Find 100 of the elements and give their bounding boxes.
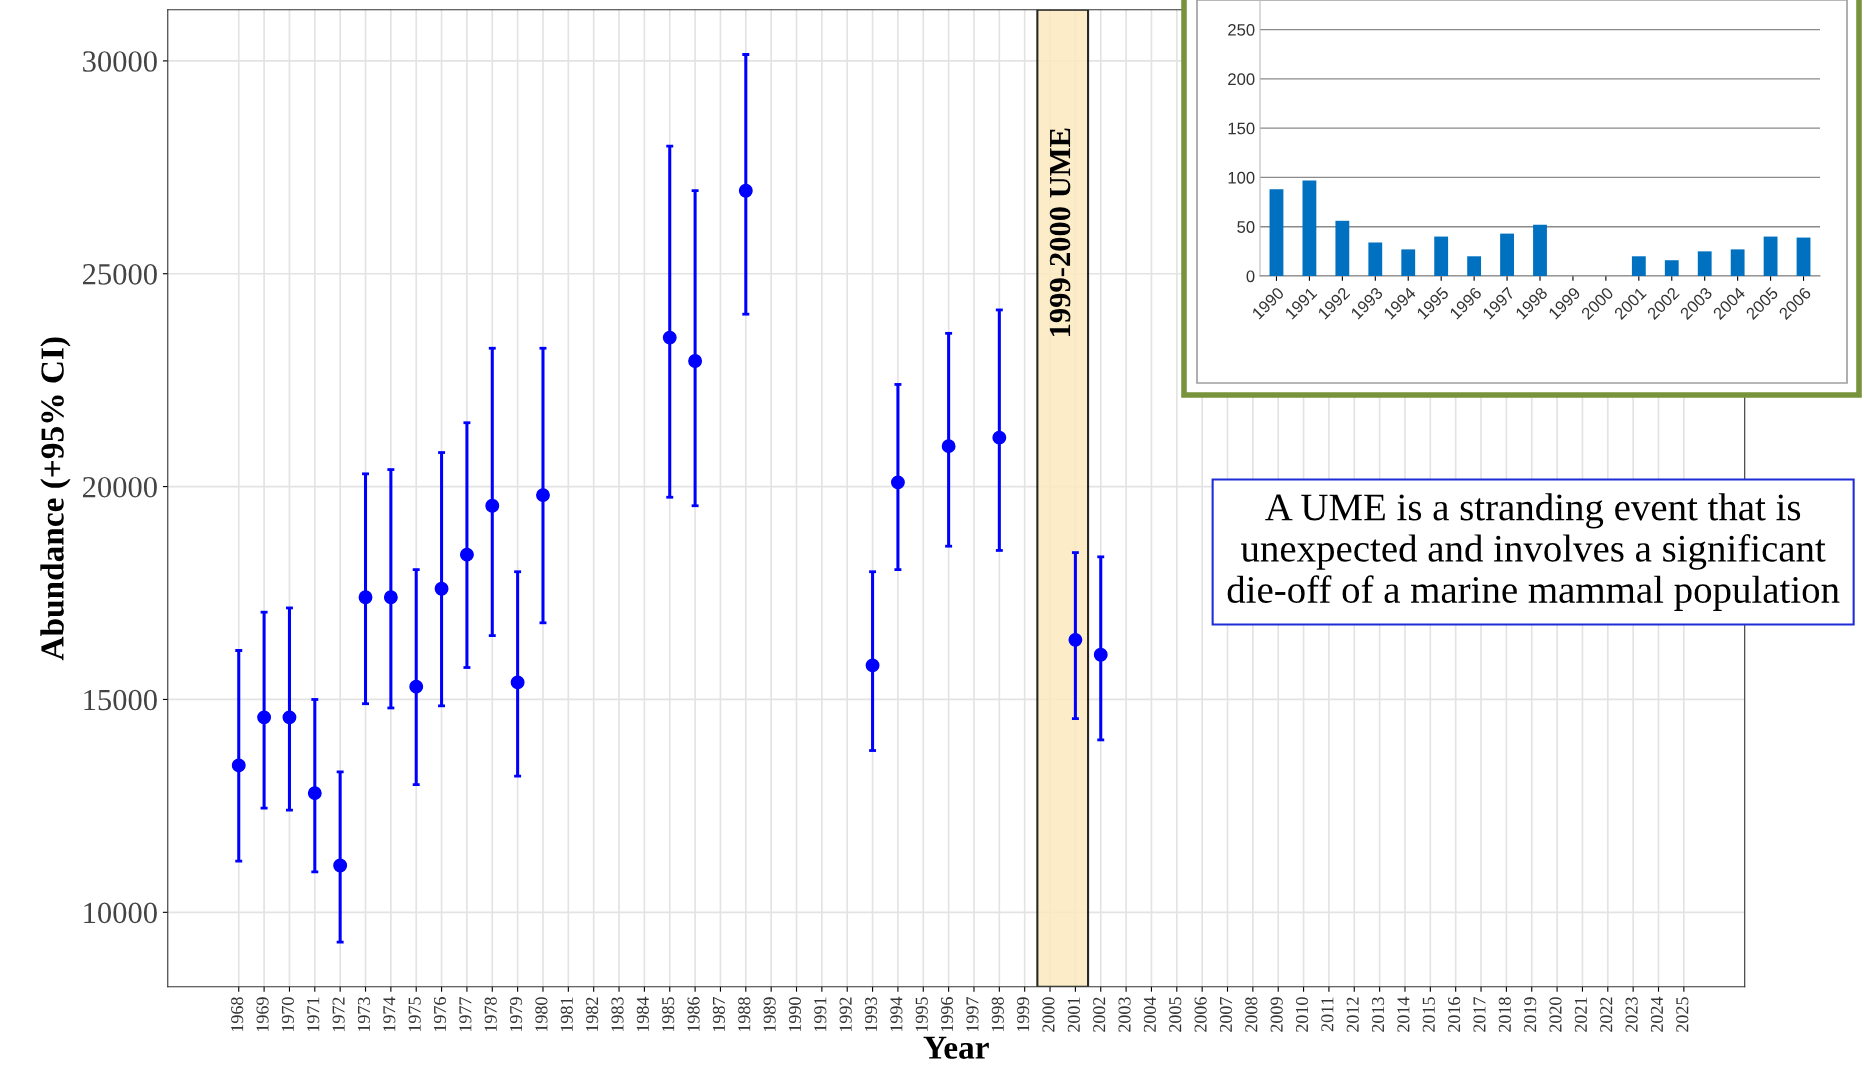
x-tick-label: 1984	[636, 996, 649, 1032]
x-tick-label: 2007	[1219, 997, 1233, 1032]
x-tick-label: 2021	[1574, 997, 1587, 1032]
point	[1068, 632, 1083, 647]
bar	[1500, 233, 1514, 276]
x-tick-label: 1982	[586, 997, 599, 1032]
point	[333, 858, 348, 873]
point	[738, 183, 753, 198]
point	[688, 354, 703, 368]
y-axis-title: Abundance (+95% CI)	[40, 337, 71, 661]
x-tick-label: 1969	[256, 997, 269, 1032]
x-tick-label: 1991	[814, 997, 827, 1032]
x-tick-label: 2016	[1448, 997, 1461, 1032]
point	[434, 581, 449, 596]
y-tick-label: 50	[1237, 221, 1255, 233]
bar	[1368, 242, 1383, 276]
x-tick-label: 2024	[1650, 996, 1664, 1032]
band-label: 1999-2000 UME	[1049, 128, 1071, 336]
x-tick-label: 2015	[1422, 997, 1435, 1032]
x-tick-label: 1983	[611, 997, 624, 1032]
x-tick-label: 1975	[408, 997, 421, 1032]
x-tick-label: 1978	[484, 997, 497, 1032]
point	[662, 330, 677, 345]
x-tick-label: 1996	[941, 997, 954, 1032]
x-tick-label: 1973	[357, 997, 371, 1032]
x-tick-label: 2017	[1473, 997, 1486, 1032]
y-tick-label: 100	[1228, 171, 1255, 184]
point	[865, 658, 880, 673]
x-tick-label: 1976	[433, 997, 447, 1032]
x-tick-label: 2019	[1524, 997, 1537, 1032]
x-tick-label: 2013	[1371, 997, 1385, 1032]
x-tick-label: 1993	[864, 997, 878, 1032]
point	[890, 475, 905, 490]
annotation: A UME is a stranding event that is unexpected and involves a significant die-off of a marine mammal population	[1227, 493, 1840, 611]
bar	[1533, 224, 1547, 276]
point	[536, 488, 550, 503]
x-tick-label: 1985	[662, 997, 675, 1032]
bar	[1796, 237, 1811, 276]
x-tick-label: 2003	[1118, 997, 1131, 1032]
bar	[1730, 249, 1745, 276]
x-tick-label: 2025	[1676, 997, 1689, 1032]
x-tick-label: 1995	[915, 997, 928, 1032]
x-tick-label: 2022	[1600, 997, 1613, 1032]
x-tick-label: 1971	[307, 997, 320, 1032]
y-tick-label: 150	[1228, 122, 1255, 135]
x-tick-label: 1977	[459, 997, 472, 1032]
bar	[1335, 220, 1350, 276]
x-tick-label: 1990	[788, 997, 802, 1032]
point	[992, 430, 1007, 445]
x-tick-label: 2008	[1245, 997, 1258, 1032]
x-tick-label: 1987	[712, 997, 725, 1032]
point	[1093, 647, 1108, 662]
point	[282, 710, 297, 725]
bar	[1302, 180, 1317, 276]
x-tick-label: 2009	[1270, 997, 1283, 1032]
x-tick-label: 2005	[1169, 997, 1182, 1032]
bar	[1467, 256, 1482, 276]
x-tick-label: 2006	[1194, 997, 1207, 1032]
x-tick-label: 2020	[1549, 997, 1562, 1032]
point	[257, 710, 272, 725]
x-tick-label: 1970	[281, 997, 294, 1032]
x-tick-label: 1972	[332, 997, 345, 1032]
point	[307, 786, 322, 801]
y-tick-label: 10000	[84, 902, 157, 924]
x-tick-label: 1997	[966, 997, 979, 1032]
point	[383, 590, 398, 605]
point	[231, 758, 246, 773]
x-axis-title: Year	[923, 1036, 989, 1059]
x-tick-label: 1980	[535, 997, 548, 1032]
x-tick-label: 1998	[991, 997, 1004, 1032]
x-tick-label: 2004	[1143, 996, 1156, 1032]
point	[409, 679, 424, 694]
bar	[1664, 260, 1679, 276]
x-tick-label: 2023	[1625, 997, 1638, 1032]
x-tick-label: 2002	[1093, 997, 1106, 1032]
x-tick-label: 1981	[560, 997, 573, 1032]
x-tick-label: 2000	[1042, 997, 1055, 1032]
x-tick-label: 2018	[1498, 997, 1511, 1032]
y-tick-label: 30000	[83, 51, 157, 72]
y-tick-label: 200	[1228, 73, 1255, 86]
x-tick-label: 1968	[231, 997, 244, 1032]
x-tick-label: 2014	[1397, 996, 1410, 1032]
x-tick-label: 2012	[1346, 997, 1359, 1032]
x-tick-label: 1989	[763, 997, 776, 1032]
x-tick-label: 1999	[1017, 997, 1030, 1032]
x-tick-label: 1994	[890, 996, 903, 1032]
point	[459, 547, 474, 562]
x-tick-label: 1974	[383, 996, 396, 1032]
x-tick-label: 1988	[738, 997, 751, 1032]
x-tick-label: 2001	[1067, 997, 1080, 1032]
y-tick-label: 25000	[82, 264, 157, 285]
point	[941, 439, 956, 454]
bar	[1401, 249, 1416, 276]
bar	[1269, 189, 1284, 276]
y-tick-label: 250	[1228, 23, 1255, 36]
y-tick-label: 20000	[82, 476, 157, 498]
bar	[1434, 236, 1449, 276]
y-tick-label: 15000	[84, 689, 157, 711]
x-tick-label: 1992	[839, 997, 852, 1032]
bar	[1631, 256, 1646, 276]
